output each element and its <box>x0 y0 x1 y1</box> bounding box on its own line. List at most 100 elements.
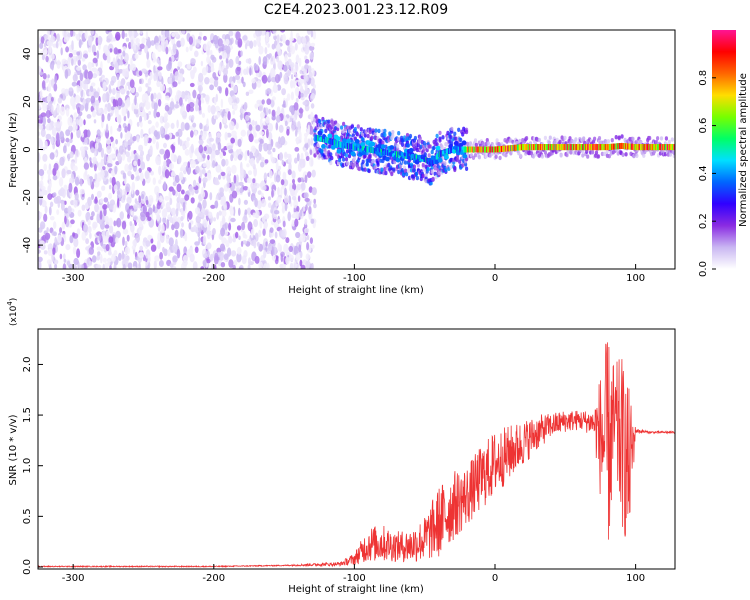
noise-cell <box>236 225 242 231</box>
noise-cell <box>63 258 67 263</box>
noise-cell <box>98 108 102 114</box>
noise-cell <box>199 169 203 179</box>
noise-cell <box>278 136 281 144</box>
signal-blob <box>408 147 414 153</box>
noise-cell <box>224 112 227 119</box>
noise-cell <box>160 126 165 135</box>
signal-halo-cell <box>477 155 481 160</box>
noise-cell <box>248 57 252 65</box>
noise-cell <box>287 211 292 222</box>
signal-halo-cell <box>397 131 401 136</box>
noise-cell <box>70 30 74 37</box>
noise-cell <box>103 207 107 217</box>
signal-halo-cell <box>421 162 425 168</box>
noise-cell <box>247 257 252 266</box>
signal-halo-cell <box>408 133 413 139</box>
noise-cell <box>138 195 141 204</box>
noise-cell <box>211 150 216 159</box>
noise-cell <box>267 243 273 252</box>
noise-cell <box>271 189 274 198</box>
noise-cell <box>69 138 73 144</box>
noise-cell <box>171 224 175 231</box>
noise-cell <box>65 244 71 251</box>
noise-cell <box>67 116 73 127</box>
noise-cell <box>226 166 232 176</box>
signal-halo-cell <box>617 135 621 140</box>
noise-cell <box>310 78 315 86</box>
noise-cell <box>49 43 52 54</box>
noise-cell <box>138 252 144 258</box>
noise-cell <box>308 65 312 74</box>
noise-cell <box>53 259 59 265</box>
noise-cell <box>43 213 48 222</box>
noise-cell <box>63 253 66 260</box>
noise-cell <box>242 35 248 41</box>
noise-cell <box>308 71 313 78</box>
noise-cell <box>189 106 194 112</box>
noise-cell <box>187 210 193 220</box>
noise-cell <box>271 109 276 117</box>
noise-cell <box>39 180 44 190</box>
signal-halo-cell <box>384 170 388 176</box>
noise-cell <box>92 73 98 79</box>
noise-cell <box>86 257 91 268</box>
noise-cell <box>231 164 237 174</box>
noise-cell <box>188 185 194 192</box>
noise-cell <box>307 200 312 207</box>
signal-halo-cell <box>405 133 410 138</box>
noise-cell <box>293 261 297 269</box>
noise-cell <box>76 66 82 71</box>
noise-cell <box>179 197 186 203</box>
noise-cell <box>155 141 159 150</box>
noise-cell <box>124 138 127 148</box>
noise-cell <box>204 94 210 103</box>
spectrogram-x-axis: -300 -200 -100 0 100 <box>62 264 645 284</box>
noise-cell <box>135 189 140 196</box>
noise-cell <box>195 215 201 224</box>
noise-cell <box>76 228 81 236</box>
noise-cell <box>174 229 179 238</box>
noise-cell <box>118 252 122 261</box>
noise-cell <box>182 106 186 111</box>
signal-halo-cell <box>427 153 431 158</box>
noise-cell <box>183 246 188 256</box>
signal-halo-cell <box>456 156 460 161</box>
noise-cell <box>48 41 54 46</box>
noise-cell <box>102 257 107 263</box>
noise-cell <box>218 86 222 94</box>
noise-cell <box>282 33 286 44</box>
noise-cell <box>39 221 46 230</box>
noise-cell <box>51 53 55 60</box>
noise-cell <box>76 51 81 56</box>
noise-cell <box>233 260 238 266</box>
noise-cell <box>176 119 179 129</box>
signal-core-cell <box>435 155 437 162</box>
noise-cell <box>260 156 265 162</box>
noise-cell <box>116 189 120 196</box>
noise-cell <box>51 104 54 115</box>
noise-cell <box>143 113 147 121</box>
noise-cell <box>214 149 220 156</box>
noise-cell <box>212 228 216 236</box>
noise-cell <box>276 115 281 123</box>
noise-cell <box>287 70 291 77</box>
noise-cell <box>289 262 294 269</box>
colorbar: 0.0 0.2 0.4 0.6 0.8 Normalized spectral ampl… <box>698 30 749 277</box>
noise-cell <box>56 33 60 42</box>
noise-cell <box>253 167 257 177</box>
noise-cell <box>159 233 165 243</box>
noise-cell <box>133 204 138 210</box>
signal-halo-cell <box>383 132 387 138</box>
noise-cell <box>39 212 43 218</box>
noise-cell <box>56 59 61 69</box>
noise-cell <box>115 230 121 239</box>
noise-cell <box>106 145 112 154</box>
noise-cell <box>94 196 98 204</box>
x-tick-label: -300 <box>62 573 85 584</box>
noise-cell <box>306 30 312 35</box>
noise-cell <box>198 31 203 37</box>
noise-cell <box>310 111 314 122</box>
noise-cell <box>243 101 247 112</box>
noise-cell <box>220 262 226 268</box>
noise-cell <box>293 102 299 111</box>
